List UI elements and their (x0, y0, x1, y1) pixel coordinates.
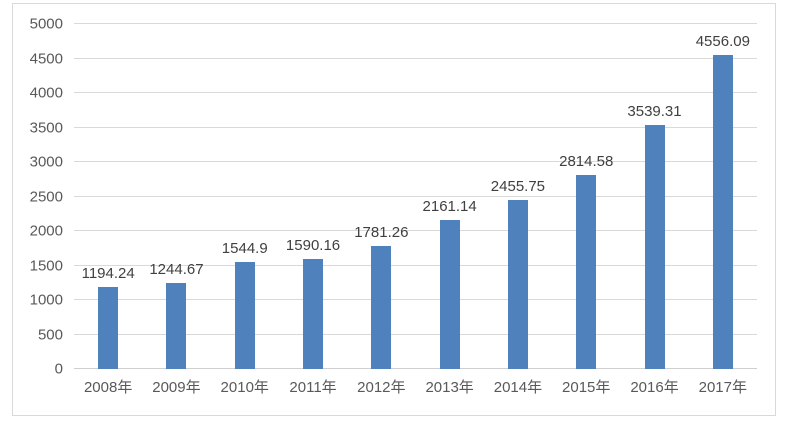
bar (166, 283, 187, 369)
gridline (74, 161, 757, 162)
bar-column: 1544.9 (211, 24, 279, 369)
x-tick-label: 2014年 (493, 379, 543, 396)
bar-value-label: 1194.24 (81, 264, 135, 282)
bar-column: 1244.67 (142, 24, 210, 369)
y-tick-label: 5000 (29, 15, 63, 33)
bar-column: 2455.75 (484, 24, 552, 369)
bar (644, 124, 665, 369)
y-tick-label: 1500 (29, 257, 63, 274)
x-tick-label: 2013年 (425, 379, 474, 396)
bar (371, 246, 392, 369)
gridline (74, 264, 757, 266)
bar-value-label: 1544.9 (221, 240, 268, 258)
y-tick-label: 500 (37, 326, 63, 343)
x-tick-label: 2016年 (630, 379, 679, 396)
bar-column: 2814.58 (552, 24, 620, 369)
x-axis-line (74, 368, 757, 369)
bar-value-label: 1590.16 (285, 237, 341, 255)
plot-area: 1194.24 1244.67 1544.9 1590.16 1781.26 2161.1… (74, 23, 757, 369)
y-tick-label: 4000 (29, 84, 63, 102)
bar-series: 1194.24 1244.67 1544.9 1590.16 1781.26 2161.1… (74, 24, 757, 369)
bar-value-label: 2814.58 (559, 152, 614, 170)
bar-value-label: 2455.75 (490, 177, 546, 195)
gridline (74, 92, 757, 93)
gridline (74, 23, 757, 24)
gridline (74, 195, 757, 197)
bar-value-label: 1781.26 (354, 224, 409, 242)
y-tick-label: 2000 (29, 222, 63, 240)
bar-value-label: 2161.14 (422, 197, 477, 215)
bar-value-label: 3539.31 (627, 102, 682, 120)
gridline (74, 57, 757, 59)
bar (712, 54, 733, 369)
x-axis: 2008年 2009年 2010年 2011年 2012年 2013年 2014年 2015年… (74, 376, 757, 400)
bar-column: 1194.24 (74, 24, 142, 369)
gridline (74, 230, 757, 231)
x-tick-label: 2010年 (220, 379, 269, 396)
x-tick-label: 2008年 (83, 379, 133, 396)
bar-column: 2161.14 (415, 24, 483, 369)
y-tick-label: 0 (54, 360, 63, 378)
y-tick-label: 3500 (29, 119, 63, 136)
x-tick-label: 2017年 (698, 379, 747, 396)
gridline (74, 333, 757, 335)
x-tick-label: 2009年 (152, 379, 201, 396)
y-tick-label: 2500 (29, 188, 63, 205)
bar-column: 1590.16 (279, 24, 347, 369)
gridline (74, 126, 757, 128)
y-axis: 0 500 1000 1500 2000 2500 3000 3500 4000 4500 5000 (21, 17, 63, 377)
bar-value-label: 4556.09 (695, 32, 750, 50)
y-tick-label: 4500 (29, 50, 63, 67)
bar (303, 259, 324, 369)
bar (98, 286, 119, 369)
x-tick-label: 2011年 (289, 379, 337, 396)
gridline (74, 299, 757, 300)
bar-column: 1781.26 (347, 24, 415, 369)
bar (439, 219, 460, 369)
y-tick-label: 1000 (29, 291, 63, 309)
chart-frame: 0 500 1000 1500 2000 2500 3000 3500 4000 4500 5000… (12, 3, 776, 416)
x-tick-label: 2012年 (357, 379, 406, 396)
bar (507, 199, 528, 369)
bar (234, 262, 255, 369)
bar-value-label: 1244.67 (149, 261, 204, 279)
y-tick-label: 3000 (29, 153, 63, 171)
bar (576, 174, 597, 369)
bar-column: 4556.09 (689, 24, 757, 369)
bar-column: 3539.31 (620, 24, 688, 369)
x-tick-label: 2015年 (562, 379, 611, 396)
